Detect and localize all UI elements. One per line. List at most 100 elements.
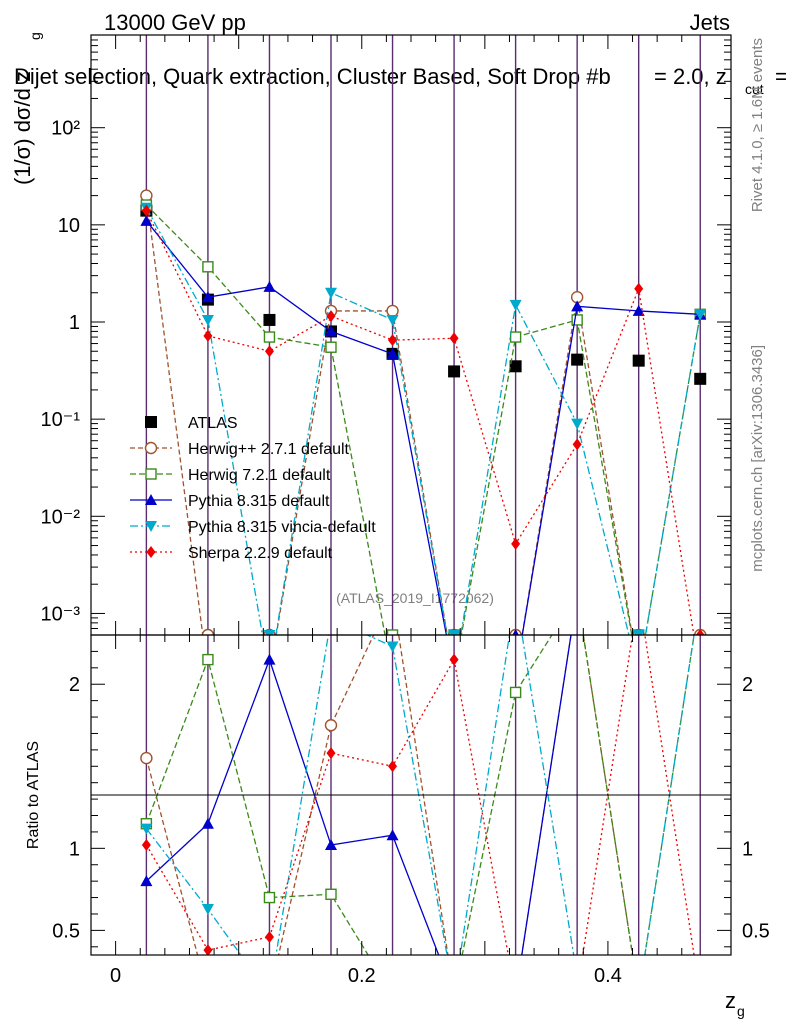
series-5-point [326,310,336,323]
ratio-y-tick-label-right: 2 [742,674,753,696]
series-5-ratio-point [141,839,151,852]
series-4-ratio-point [201,904,214,916]
legend-marker [146,546,156,558]
series-3-ratio-point [201,817,214,829]
series-3-line [145,220,701,635]
legend-marker [145,494,157,505]
series-2-point [263,331,276,343]
y-tick-label: 10⁻³ [41,603,81,625]
y-tick-label: 10⁻¹ [41,409,81,431]
series-1-line [145,195,633,635]
series-1-point [201,628,215,635]
series-4-point [263,630,276,635]
legend-marker [145,521,157,532]
series-0-point [571,353,584,366]
series-0-point [448,365,461,378]
x-tick-label: 0.2 [348,965,376,987]
legend-label: Pythia 8.315 default [188,493,330,510]
plot-title-beta: = 2.0, z [654,64,727,89]
series-5-point [511,537,521,550]
series-1-ratio-point [324,719,338,732]
series-5-point [264,345,274,358]
series-4-point [509,299,522,311]
series-4-point [448,630,461,635]
series-1-point [386,304,399,318]
series-2-ratio-point [509,686,522,699]
series-3-point [325,325,337,337]
series-3-ratio-point [263,653,276,665]
x-axis-label: z [725,988,736,1013]
series-2-point [325,341,337,353]
legend-label: ATLAS [188,415,238,432]
y-tick-label: 1 [69,312,80,334]
x-tick-label: 0.4 [594,965,622,987]
legend: ATLAS Herwig++ 2.7.1 default Herwig 7.2.1 … [130,415,376,562]
ratio-y-tick-label: 0.5 [52,920,80,942]
series-4-point [694,309,707,321]
legend-label: Sherpa 2.2.9 default [188,545,333,562]
series-3-point [632,304,645,316]
ratio-y-tick-label-right: 0.5 [742,920,770,942]
side-rivet-text: Rivet 4.1.0, ≥ 1.6M events [749,38,766,212]
ratio-y-tick-label: 2 [69,674,80,696]
series-3-point [512,629,519,635]
series-2-ratio-point [202,653,214,666]
legend-label: Pythia 8.315 vincia-default [188,519,376,536]
axes-ticks: 0 0.2 0.4 10⁻³ 10⁻² 10⁻¹ 1 10 10² 0.5 0.5 1 1 2 2 [41,34,770,987]
series-5-point [634,282,644,295]
series-2-point [509,331,522,343]
plot-title-zcut-sub: cut [745,81,764,97]
plot-title: Dijet selection, Quark extraction, Clust… [14,64,611,89]
series-5-point [388,334,398,347]
series-4-point [201,314,214,326]
series-3-point [263,280,276,292]
series-5-point [203,329,213,342]
series-0-point [509,360,522,373]
series-5-point [695,629,705,635]
series-4-ratio-point [386,641,399,653]
series-5-point [449,332,459,345]
series-3-ratio-point [325,839,337,851]
side-mcplots-text: mcplots.cern.ch [arXiv:1306.3436] [749,345,766,572]
series-3-point [571,300,584,312]
series-4-point [325,287,337,299]
x-axis-label-sub: g [737,1003,745,1019]
y-axis-label-sub: g [27,32,43,40]
series-4-line [145,207,701,635]
series-3-ratio-point [386,829,399,841]
main-plot-series [140,35,707,635]
header-right: Jets [690,10,730,35]
series-2-point [571,314,583,326]
series-5-ratio-point [388,760,398,773]
ratio-y-tick-label-right: 1 [742,838,753,860]
y-tick-label: 10² [51,118,80,140]
series-4-point [571,418,584,430]
series-5-line [145,210,695,635]
y-tick-label: 10⁻² [41,506,81,528]
series-2-line [145,204,701,635]
series-5-ratio-point [264,930,274,943]
series-3-point [140,214,153,226]
series-2-point [386,629,399,635]
series-4-point [386,314,399,326]
series-5-ratio-point [449,653,459,666]
analysis-watermark: (ATLAS_2019_I1772062) [336,590,494,606]
legend-marker [145,468,157,480]
header-left: 13000 GeV pp [104,10,246,35]
series-5-ratio-point [203,944,213,955]
series-5-ratio-point [326,747,336,760]
ratio-axis-label: Ratio to ATLAS [25,741,42,849]
series-3-point [386,347,399,359]
legend-label: Herwig++ 2.7.1 default [188,441,350,458]
series-5-point [141,204,151,217]
series-4-ratio-line [145,635,695,955]
series-2-ratio-point [263,891,276,904]
series-4-ratio-point [140,823,153,835]
series-5-point [572,438,582,451]
x-tick-label: 0 [110,965,121,987]
series-1-ratio-point [140,751,153,765]
y-axis-label: (1/σ) dσ/d z [10,71,35,185]
series-2-point [202,261,214,273]
plot-title-zcut-tail: = [775,64,786,89]
